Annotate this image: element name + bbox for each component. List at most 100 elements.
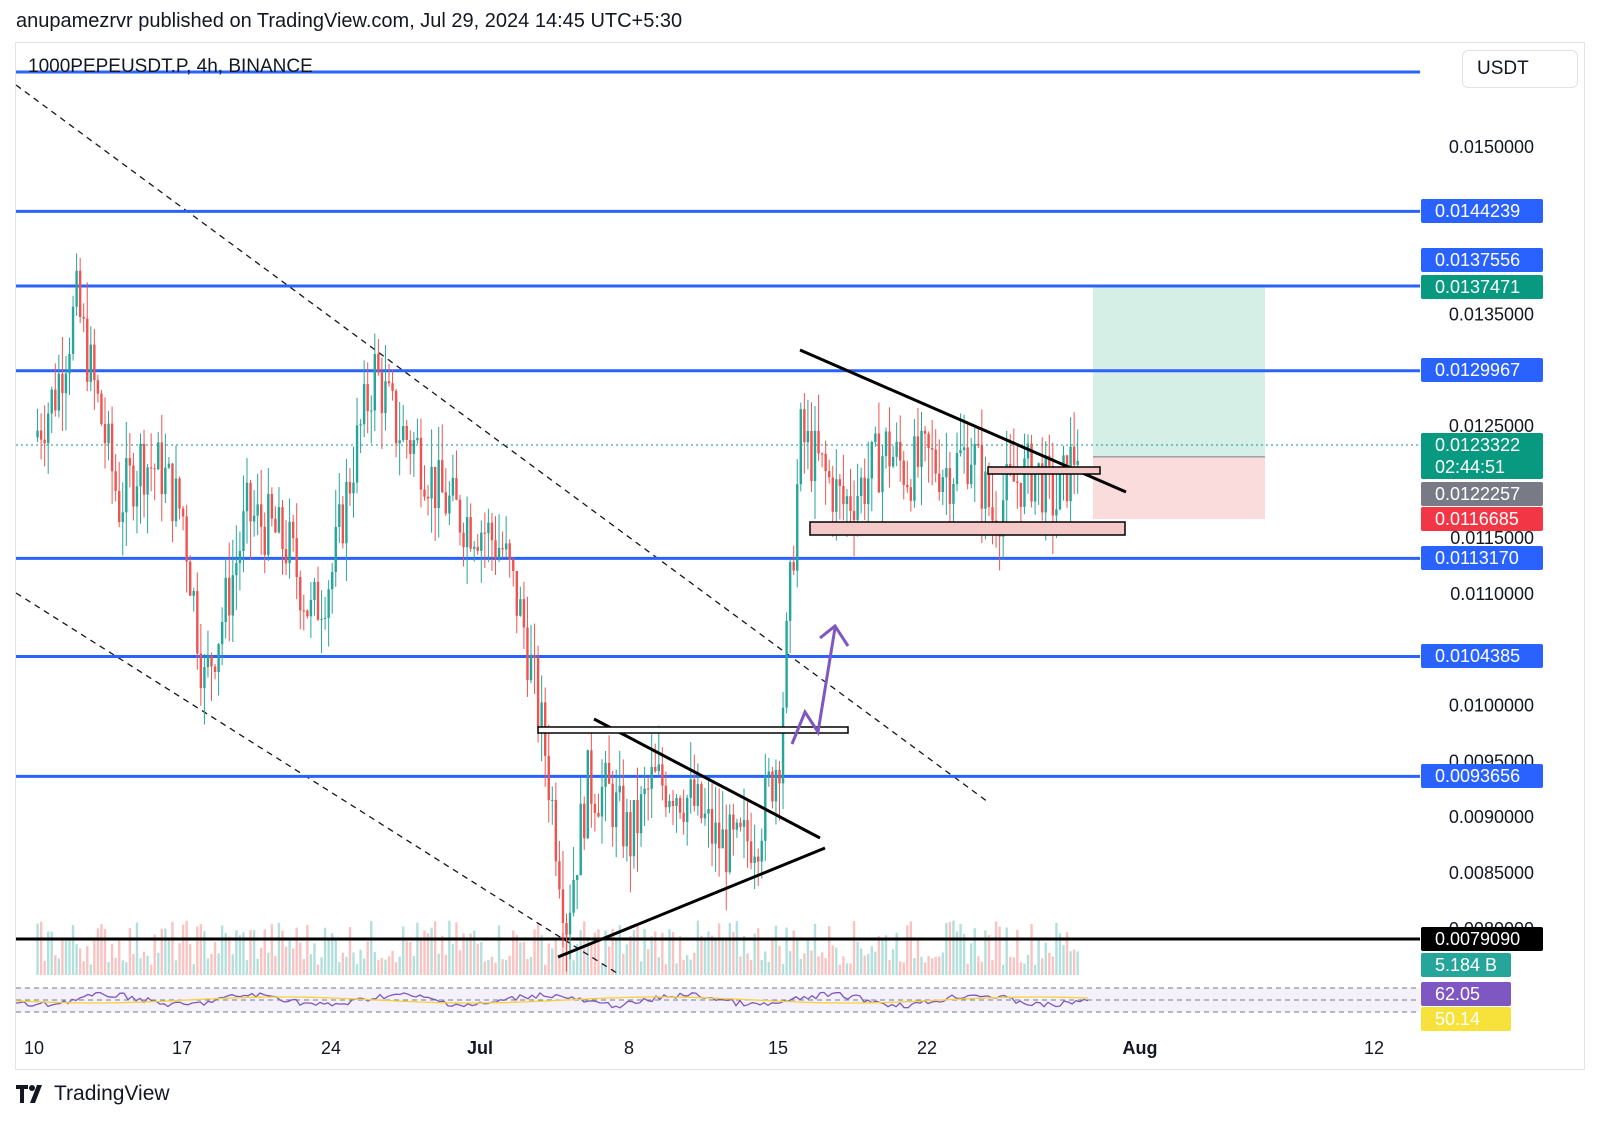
volume-bar — [43, 960, 46, 975]
candle-body — [586, 750, 589, 839]
volume-bar — [721, 940, 724, 975]
volume-bar — [945, 922, 948, 975]
volume-bar — [551, 948, 554, 975]
candle-body — [710, 808, 714, 844]
candle-body — [426, 496, 430, 499]
volume-bar — [327, 938, 330, 975]
candle-body — [835, 479, 838, 512]
candle-body — [909, 487, 913, 501]
volume-bar — [1030, 923, 1033, 975]
volume-bar — [139, 958, 142, 975]
volume-bar — [1037, 938, 1040, 975]
candle-body — [437, 460, 440, 509]
volume-bar — [1012, 957, 1015, 975]
price-badge-bg — [1421, 358, 1543, 382]
volume-bar — [881, 937, 884, 975]
candle-body — [377, 354, 380, 373]
volume-bar — [110, 944, 114, 975]
volume-bar — [93, 938, 96, 975]
volume-bar — [1023, 963, 1026, 975]
price-chart[interactable]: 0.01500000.01350000.01250000.01150000.01… — [0, 0, 1600, 1080]
volume-bar — [416, 922, 419, 975]
candle-body — [646, 788, 650, 790]
volume-bar — [121, 960, 124, 975]
currency-button[interactable]: USDT — [1462, 50, 1578, 88]
candle-body — [1058, 471, 1062, 510]
volume-bar — [994, 921, 998, 975]
candle-body — [93, 344, 96, 381]
candle-body — [565, 923, 568, 935]
volume-bar — [859, 948, 863, 975]
volume-bar — [920, 956, 923, 975]
candle-body — [462, 532, 465, 548]
candle-body — [504, 543, 508, 550]
candle-body — [398, 440, 401, 444]
price-badge-bg — [1421, 1007, 1511, 1031]
volume-bar — [781, 963, 785, 975]
volume-bar — [764, 951, 767, 975]
x-tick-label: Aug — [1123, 1038, 1158, 1058]
volume-bar — [313, 943, 316, 975]
volume-bar — [284, 946, 288, 975]
projection-arrow — [790, 627, 837, 745]
tradingview-logo[interactable]: TradingView — [16, 1082, 170, 1106]
candle-body — [600, 786, 604, 817]
candle-body — [1009, 464, 1012, 468]
candle-body — [689, 779, 692, 798]
volume-bar — [270, 924, 274, 975]
volume-bar — [331, 933, 334, 975]
candle-body — [845, 496, 849, 505]
volume-bar — [952, 920, 955, 975]
candle-body — [43, 439, 46, 444]
support-box — [809, 521, 1126, 536]
candle-body — [881, 456, 884, 493]
volume-bar — [249, 930, 252, 975]
candle-body — [384, 381, 387, 414]
volume-bar — [512, 930, 515, 975]
candle-body — [632, 800, 636, 857]
candle-body — [380, 372, 384, 414]
candle-body — [575, 875, 579, 880]
candle-body — [405, 426, 408, 440]
volume-bar — [189, 944, 192, 975]
candle-body — [256, 504, 259, 516]
volume-bar — [526, 959, 529, 975]
candle-body — [561, 889, 565, 924]
price-badge: 02:44:51 — [1421, 455, 1543, 479]
volume-bar — [437, 953, 440, 975]
candle-body — [742, 820, 746, 827]
candle-body — [991, 507, 994, 521]
candle-body — [696, 784, 700, 806]
candle-body — [362, 384, 366, 425]
candle-body — [661, 764, 664, 786]
resistance-box — [987, 466, 1101, 475]
volume-bar — [398, 956, 401, 975]
volume-bar — [366, 941, 369, 975]
volume-bar — [441, 935, 444, 975]
volume-bar — [1044, 942, 1047, 975]
volume-bar — [309, 954, 313, 975]
candle-body — [654, 766, 657, 772]
candle-body — [675, 798, 678, 806]
candle-body — [838, 479, 842, 487]
candle-body — [423, 489, 426, 497]
volume-bar — [579, 930, 582, 975]
candle-body — [607, 762, 611, 784]
volume-bar — [1019, 962, 1023, 975]
price-badge-label: 62.05 — [1435, 984, 1480, 1004]
volume-bar — [483, 961, 487, 975]
candle-body — [306, 610, 309, 617]
price-badge-label: 02:44:51 — [1435, 457, 1505, 477]
candle-body — [962, 447, 966, 451]
volume-bar — [746, 953, 749, 975]
volume-bar — [217, 953, 220, 975]
candle-body — [302, 610, 305, 612]
price-badge-bg — [1421, 953, 1511, 977]
volume-bar — [519, 942, 522, 975]
candle-body — [480, 532, 483, 551]
volume-bar — [320, 957, 323, 975]
volume-bar — [696, 920, 700, 975]
candle-body — [430, 466, 433, 499]
volume-bar — [362, 958, 366, 975]
rsi-signal-line — [15, 996, 1089, 1004]
